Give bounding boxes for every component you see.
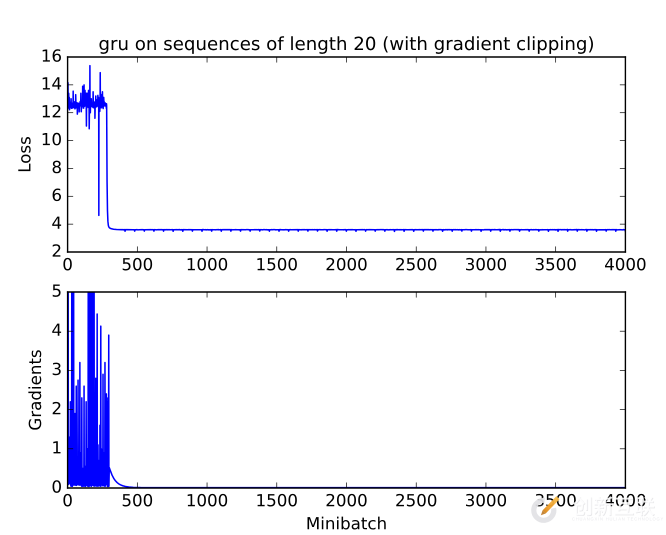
svg-text:CHUANGXIN HULIAN TECHNOLOGY: CHUANGXIN HULIAN TECHNOLOGY — [572, 516, 664, 521]
